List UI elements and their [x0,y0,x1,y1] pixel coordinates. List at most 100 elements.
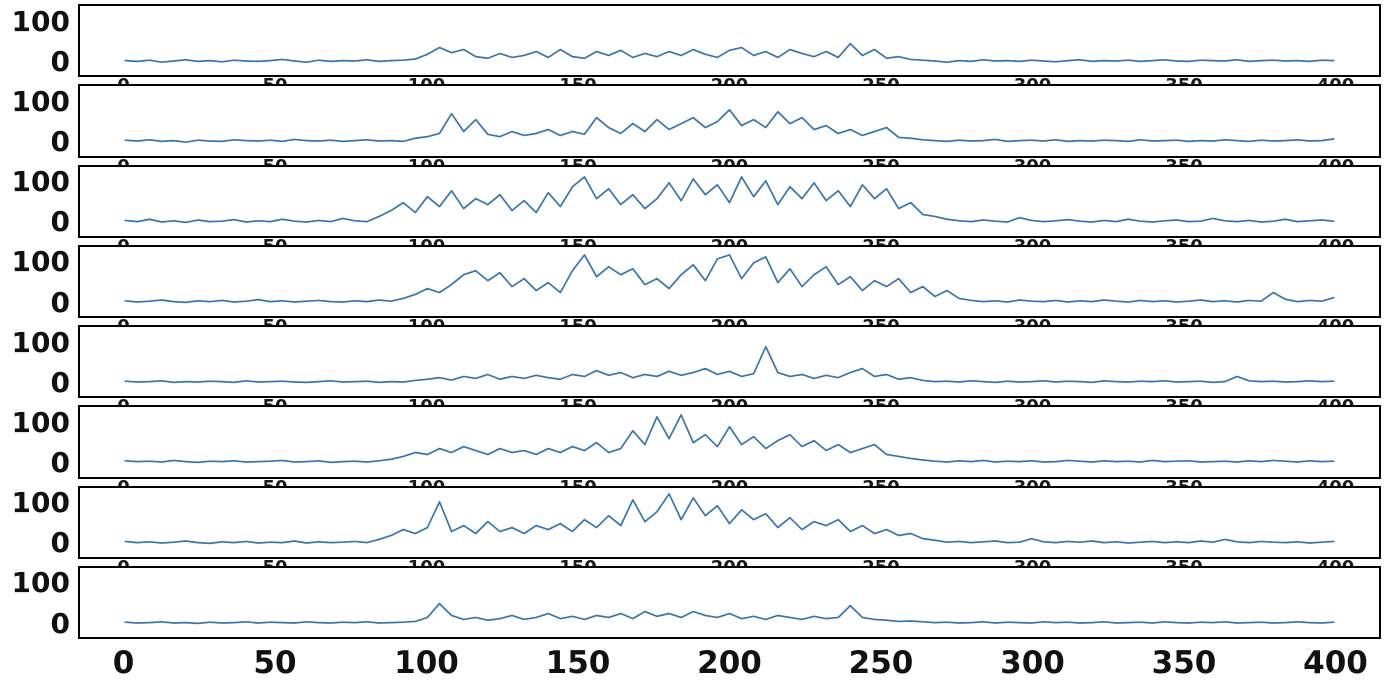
signal-plot-svg [80,167,1379,236]
clipped-x-tick-label: 250 [862,318,900,325]
clipped-x-tick-label: 0 [117,77,130,84]
clipped-x-tick-label: 350 [1165,77,1203,84]
clipped-tick-strip: 0 50 100 150 200 250 300 350 400 [78,238,1381,245]
clipped-x-tick-label: 0 [117,318,130,325]
clipped-x-tick-label: 350 [1165,318,1203,325]
signal-line [125,176,1333,222]
x-tick-label-50: 50 [253,645,297,681]
subplot-main: 100 0 [0,244,1388,318]
y-tick-label-100: 100 [11,405,70,439]
x-axis-labels: 0 50 100 150 200 250 300 350 400 [0,646,1388,691]
signal-plot-svg [80,488,1379,557]
clipped-x-tick-label: 200 [711,318,749,325]
clipped-x-tick-label: 400 [1317,77,1355,84]
x-tick-label-200: 200 [697,645,762,681]
signal-plot-svg [80,86,1379,155]
y-axis-labels: 100 0 [0,165,78,238]
x-tick-label-250: 250 [848,645,914,681]
y-tick-label-0: 0 [50,365,70,399]
clipped-x-tick-label: 0 [117,158,130,165]
clipped-x-tick-label: 350 [1165,559,1203,566]
clipped-x-tick-label: 200 [711,559,749,566]
y-tick-label-100: 100 [11,566,70,600]
clipped-x-tick-label: 200 [711,77,749,84]
clipped-x-tick-label: 250 [862,77,900,84]
plot-area [78,485,1381,559]
clipped-x-tick-label: 0 [117,398,130,405]
signal-plot-svg [80,407,1379,476]
clipped-tick-strip: 0 50 100 150 200 250 300 350 400 [78,398,1381,405]
clipped-tick-strip: 0 50 100 150 200 250 300 350 400 [78,318,1381,325]
y-tick-label-100: 100 [11,4,70,38]
subplot-main: 100 0 [0,164,1388,238]
clipped-x-tick-label: 50 [262,479,287,486]
subplot-main: 100 0 [0,485,1388,559]
clipped-x-tick-label: 250 [862,398,900,405]
clipped-tick-strip: 0 50 100 150 200 250 300 350 400 [78,158,1381,165]
clipped-x-tick-label: 150 [559,77,597,84]
clipped-x-tick-label: 50 [262,158,287,165]
clipped-tick-strip: 0 50 100 150 200 250 300 350 400 [78,77,1381,84]
clipped-x-tick-label: 50 [262,77,287,84]
clipped-x-tick-label: 300 [1014,158,1052,165]
clipped-x-tick-label: 350 [1165,158,1203,165]
subplot-main: 100 0 [0,405,1388,480]
subplot-main: 100 0 [0,4,1388,78]
clipped-x-tick-label: 350 [1165,398,1203,405]
clipped-x-tick-label: 150 [559,318,597,325]
clipped-x-tick-label: 350 [1165,479,1203,486]
y-axis-labels: 100 0 [0,245,78,318]
x-tick-label-0: 0 [112,645,135,681]
y-tick-label-100: 100 [11,486,70,520]
signal-line [125,347,1333,383]
clipped-x-tick-label: 200 [711,479,749,486]
subplot-main: 100 0 [0,84,1388,158]
clipped-x-tick-label: 0 [117,559,130,566]
clipped-x-tick-label: 300 [1014,559,1052,566]
clipped-x-tick-label: 100 [408,77,446,84]
y-tick-label-0: 0 [50,205,70,239]
plot-area [78,4,1381,78]
clipped-x-tick-label: 0 [117,479,130,486]
signal-line [125,493,1333,542]
clipped-x-tick-label: 0 [117,238,130,245]
signal-line [125,110,1333,142]
clipped-x-tick-label: 300 [1014,77,1052,84]
signal-plot-svg [80,247,1379,316]
x-tick-label-100: 100 [394,645,459,681]
clipped-x-tick-label: 300 [1014,238,1052,245]
clipped-x-tick-label: 400 [1317,398,1355,405]
x-tick-label-150: 150 [545,645,611,681]
signal-line [125,603,1333,623]
clipped-x-tick-label: 250 [862,158,900,165]
clipped-x-tick-label: 250 [862,238,900,245]
plot-area [78,325,1381,399]
clipped-x-tick-label: 50 [262,559,287,566]
plot-area [78,164,1381,238]
clipped-x-tick-label: 400 [1317,479,1355,486]
clipped-x-tick-label: 300 [1014,479,1052,486]
signal-plot-svg [80,568,1379,637]
x-tick-label-350: 350 [1151,645,1217,681]
y-tick-label-0: 0 [50,446,70,480]
subplot-main: 100 0 [0,325,1388,399]
signal-plot-svg [80,327,1379,396]
clipped-tick-strip: 0 50 100 150 200 250 300 350 400 [78,559,1381,566]
clipped-x-tick-label: 200 [711,398,749,405]
y-tick-label-0: 0 [50,285,70,319]
y-tick-label-100: 100 [11,325,70,359]
clipped-x-tick-label: 150 [559,158,597,165]
clipped-x-tick-label: 150 [559,398,597,405]
clipped-x-tick-label: 250 [862,479,900,486]
clipped-x-tick-label: 100 [408,318,446,325]
clipped-x-tick-label: 400 [1317,318,1355,325]
y-axis-labels: 100 0 [0,325,78,398]
clipped-x-tick-label: 100 [408,238,446,245]
clipped-x-tick-label: 100 [408,479,446,486]
clipped-x-tick-label: 100 [408,398,446,405]
y-axis-labels: 100 0 [0,486,78,559]
clipped-x-tick-label: 200 [711,158,749,165]
y-tick-label-100: 100 [11,84,70,118]
